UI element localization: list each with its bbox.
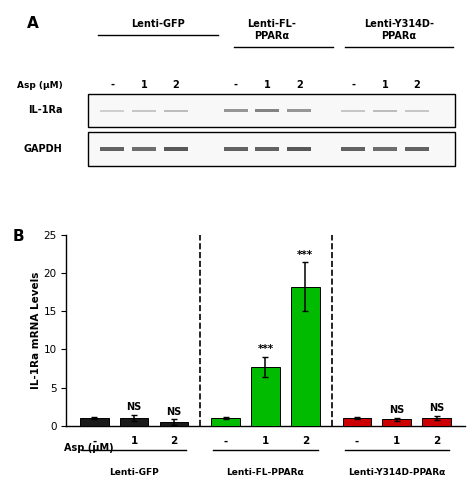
Text: 2: 2	[170, 437, 177, 446]
Text: 1: 1	[130, 437, 137, 446]
Bar	[211, 418, 240, 426]
Text: Lenti-FL-PPARα: Lenti-FL-PPARα	[227, 468, 304, 477]
Text: 2: 2	[296, 80, 303, 90]
Text: Lenti-FL-
PPARα: Lenti-FL- PPARα	[247, 19, 296, 41]
Text: Asp (μM): Asp (μM)	[17, 81, 63, 90]
Text: 1: 1	[264, 80, 271, 90]
FancyBboxPatch shape	[224, 109, 247, 112]
Text: B: B	[13, 229, 24, 244]
Text: IL-1Ra: IL-1Ra	[28, 105, 63, 115]
FancyBboxPatch shape	[164, 147, 188, 151]
Bar	[160, 422, 188, 426]
Text: -: -	[355, 437, 359, 446]
Text: 2: 2	[173, 80, 179, 90]
Text: Lenti-Y314D-PPARα: Lenti-Y314D-PPARα	[348, 468, 446, 477]
Text: -: -	[224, 437, 228, 446]
Text: 1: 1	[141, 80, 147, 90]
Text: 2: 2	[301, 437, 309, 446]
Text: 1: 1	[382, 80, 388, 90]
FancyBboxPatch shape	[224, 147, 247, 151]
Text: NS: NS	[389, 405, 404, 415]
FancyBboxPatch shape	[341, 147, 365, 151]
Text: ***: ***	[257, 344, 273, 354]
Text: -: -	[110, 80, 114, 90]
FancyBboxPatch shape	[373, 147, 397, 151]
Y-axis label: IL-1Ra mRNA Levels: IL-1Ra mRNA Levels	[31, 272, 41, 389]
Text: 2: 2	[433, 437, 440, 446]
FancyBboxPatch shape	[405, 110, 428, 112]
Text: NS: NS	[127, 402, 142, 412]
Bar	[120, 418, 148, 426]
FancyBboxPatch shape	[255, 147, 279, 151]
FancyBboxPatch shape	[255, 109, 279, 112]
Text: -: -	[234, 80, 237, 90]
Bar	[422, 418, 451, 426]
Text: 2: 2	[413, 80, 420, 90]
Text: GAPDH: GAPDH	[24, 144, 63, 154]
Text: Lenti-GFP: Lenti-GFP	[109, 468, 159, 477]
Text: 1: 1	[262, 437, 269, 446]
Text: -: -	[92, 437, 96, 446]
FancyBboxPatch shape	[405, 147, 428, 151]
FancyBboxPatch shape	[164, 109, 188, 112]
Text: Lenti-GFP: Lenti-GFP	[131, 19, 185, 30]
FancyBboxPatch shape	[132, 110, 156, 112]
Text: NS: NS	[429, 403, 444, 413]
Text: -: -	[351, 80, 355, 90]
FancyBboxPatch shape	[341, 110, 365, 112]
Text: Lenti-Y314D-
PPARα: Lenti-Y314D- PPARα	[364, 19, 434, 41]
Text: Asp (μM): Asp (μM)	[64, 443, 114, 453]
FancyBboxPatch shape	[132, 147, 156, 151]
FancyBboxPatch shape	[100, 110, 124, 112]
Text: NS: NS	[166, 406, 182, 416]
FancyBboxPatch shape	[88, 132, 455, 166]
Bar	[251, 367, 280, 426]
FancyBboxPatch shape	[373, 109, 397, 112]
Bar	[291, 287, 319, 426]
FancyBboxPatch shape	[100, 147, 124, 151]
FancyBboxPatch shape	[287, 109, 311, 112]
Bar	[343, 418, 371, 426]
Text: 1: 1	[393, 437, 401, 446]
Text: A: A	[27, 16, 38, 31]
FancyBboxPatch shape	[287, 147, 311, 151]
FancyBboxPatch shape	[88, 94, 455, 127]
Text: ***: ***	[297, 249, 313, 259]
Bar	[80, 418, 109, 426]
Bar	[383, 419, 411, 426]
